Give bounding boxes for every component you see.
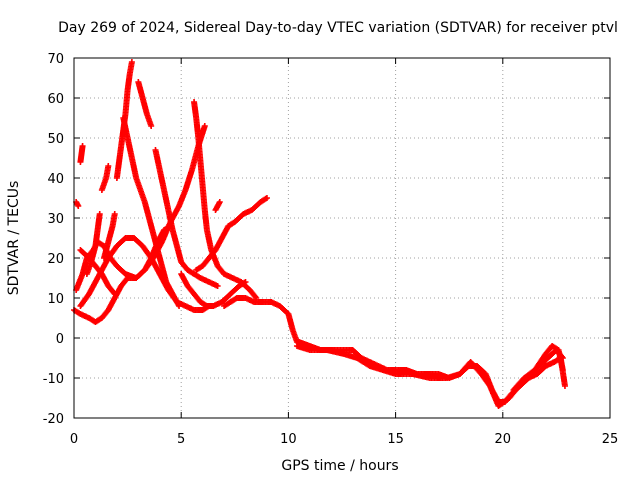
y-tick-label: 0 [56, 332, 64, 347]
x-tick-label: 10 [280, 432, 297, 447]
x-tick-label: 5 [177, 432, 185, 447]
y-tick-label: 60 [47, 92, 64, 107]
data-series-18 [221, 295, 307, 349]
y-tick-label: 30 [47, 212, 64, 227]
data-point [111, 211, 118, 217]
y-tick-label: 20 [47, 252, 64, 267]
data-series-15 [191, 99, 260, 301]
data-point [79, 143, 86, 149]
data-point [214, 283, 221, 289]
data-layer [71, 59, 568, 409]
data-point [201, 123, 208, 129]
data-point [75, 203, 82, 209]
data-point [216, 199, 223, 205]
data-series-11 [120, 115, 183, 309]
y-tick-label: -10 [43, 372, 64, 387]
y-axis-label: SDTVAR / TECUs [6, 181, 22, 296]
chart-title: Day 269 of 2024, Sidereal Day-to-day VTE… [58, 20, 618, 36]
data-point [96, 211, 103, 217]
data-series-8 [101, 211, 118, 261]
data-point [105, 163, 112, 169]
data-series-17 [193, 195, 270, 273]
data-point [148, 123, 155, 129]
data-point [176, 303, 183, 309]
y-tick-label: 40 [47, 172, 64, 187]
x-tick-label: 0 [70, 432, 78, 447]
plot-frame [73, 57, 611, 419]
data-series-13 [152, 147, 221, 289]
y-tick-label: 10 [47, 292, 64, 307]
data-series-7 [83, 211, 103, 277]
data-series-9 [98, 163, 112, 193]
data-series-2 [77, 143, 86, 165]
data-series-19 [296, 339, 568, 405]
x-tick-label: 20 [495, 432, 512, 447]
y-tick-label: 70 [47, 52, 64, 67]
data-series-16 [212, 199, 223, 213]
grid-layer [74, 58, 610, 418]
data-series-21 [510, 343, 566, 393]
data-point [559, 367, 566, 373]
data-point [263, 195, 270, 201]
axis-layer: 0 5 10 15 20 25 -20 -10 0 10 20 30 40 50 60 70 [43, 52, 619, 447]
y-tick-label: -20 [43, 412, 64, 427]
data-point [128, 59, 135, 65]
data-point [561, 383, 568, 389]
x-tick-label: 25 [602, 432, 619, 447]
data-series-1 [73, 199, 82, 209]
data-point [111, 291, 118, 297]
x-axis-label: GPS time / hours [281, 458, 398, 474]
data-series-12 [135, 79, 155, 129]
data-point [110, 289, 117, 296]
data-series-14 [178, 271, 249, 309]
y-tick-label: 50 [47, 132, 64, 147]
x-tick-label: 15 [387, 432, 404, 447]
data-point [252, 293, 259, 300]
